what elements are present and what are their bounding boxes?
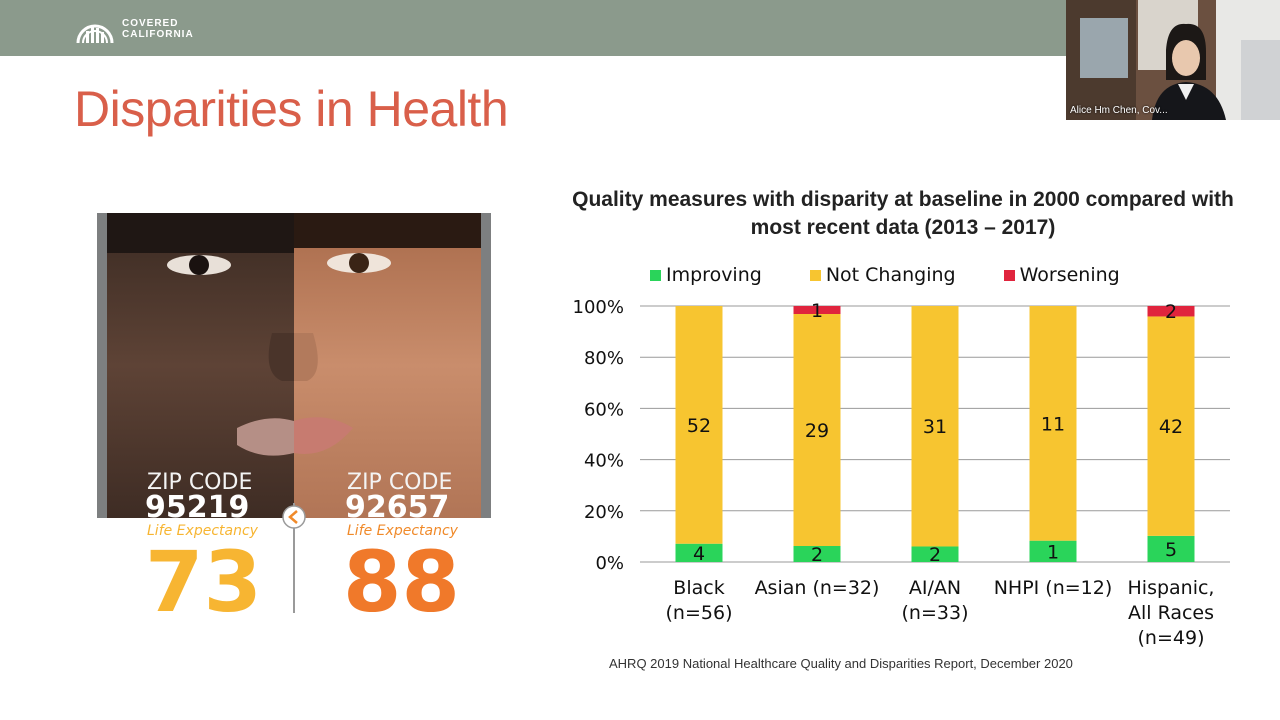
- right-life-expectancy-value: 88: [343, 533, 460, 615]
- covered-california-logo: COVERED CALIFORNIA: [72, 9, 194, 49]
- bar-segment: [1147, 316, 1195, 536]
- bar-segment: [675, 543, 723, 562]
- x-tick-label: (n=49): [1138, 627, 1205, 649]
- data-label: 4: [693, 543, 705, 565]
- logo-line-2: CALIFORNIA: [122, 29, 194, 40]
- slide-title: Disparities in Health: [74, 81, 509, 137]
- bar-segment: [793, 314, 841, 546]
- legend-swatch-worsening: [1003, 269, 1015, 281]
- x-tick-label: Black: [673, 577, 724, 599]
- legend-label-worsening: Worsening: [1019, 264, 1120, 286]
- bar-segment: [1029, 540, 1077, 562]
- y-tick-label: 60%: [584, 399, 624, 420]
- bar-segment: [793, 546, 841, 562]
- chevron-left-icon: [282, 505, 306, 529]
- x-tick-label: NHPI (n=12): [994, 577, 1113, 599]
- chart-title: Quality measures with disparity at basel…: [572, 188, 1234, 239]
- data-label: 1: [1047, 541, 1059, 563]
- left-life-expectancy-value: 73: [145, 533, 262, 615]
- chart-legend: Improving Not Changing Worsening: [650, 264, 1120, 286]
- y-tick-label: 100%: [573, 297, 624, 318]
- data-label: 42: [1159, 416, 1183, 438]
- bar-segment: [1029, 306, 1077, 541]
- legend-item-not-changing: Not Changing: [809, 264, 956, 286]
- legend-swatch-not-changing: [809, 269, 821, 281]
- logo-icon: [76, 24, 114, 44]
- y-tick-label: 20%: [584, 502, 624, 523]
- data-label: 1: [811, 300, 823, 322]
- data-label: 2: [1165, 301, 1177, 323]
- left-zip-label: ZIP CODE: [147, 470, 252, 495]
- data-label: 31: [923, 416, 947, 438]
- legend-item-worsening: Worsening: [1003, 264, 1120, 286]
- logo-line-1: COVERED: [122, 18, 179, 29]
- source-citation: AHRQ 2019 National Healthcare Quality an…: [609, 656, 1073, 671]
- y-tick-label: 0%: [595, 553, 624, 574]
- legend-label-improving: Improving: [666, 264, 762, 286]
- x-tick-label: Asian (n=32): [755, 577, 880, 599]
- x-tick-label: Hispanic,: [1128, 577, 1215, 599]
- left-zip-value: 95219: [145, 490, 249, 525]
- stacked-bar-chart: 0%20%40%60%80%100%452Black(n=56)2291Asia…: [573, 297, 1230, 649]
- x-tick-label: All Races: [1128, 602, 1214, 624]
- x-tick-label: (n=56): [666, 602, 733, 624]
- right-life-expectancy-label: Life Expectancy: [347, 523, 459, 539]
- bar-segment: [911, 546, 959, 562]
- zip-code-comparison-image: ZIP CODE 95219 Life Expectancy 73 ZIP CO…: [97, 213, 491, 615]
- bar-segment: [793, 306, 841, 314]
- bar-segment: [911, 306, 959, 547]
- y-tick-label: 40%: [584, 451, 624, 472]
- right-zip-label: ZIP CODE: [347, 470, 452, 495]
- left-life-expectancy-label: Life Expectancy: [147, 523, 259, 539]
- x-tick-label: AI/AN: [909, 577, 961, 599]
- bar-segment: [1147, 306, 1195, 317]
- data-label: 5: [1165, 539, 1177, 561]
- y-tick-label: 80%: [584, 348, 624, 369]
- x-tick-label: (n=33): [902, 602, 969, 624]
- data-label: 2: [811, 544, 823, 566]
- data-label: 29: [805, 420, 829, 442]
- legend-label-not-changing: Not Changing: [825, 264, 956, 286]
- participant-video[interactable]: Alice Hm Chen, Cov...: [1066, 0, 1280, 120]
- data-label: 11: [1041, 413, 1065, 435]
- legend-item-improving: Improving: [650, 264, 762, 286]
- participant-name-label: Alice Hm Chen, Cov...: [1070, 105, 1168, 116]
- data-label: 52: [687, 415, 711, 437]
- right-zip-value: 92657: [345, 490, 449, 525]
- participant-video-frame: [1066, 0, 1280, 120]
- bar-segment: [675, 306, 723, 544]
- legend-swatch-improving: [650, 269, 661, 281]
- bar-segment: [1147, 535, 1195, 562]
- data-label: 2: [929, 544, 941, 566]
